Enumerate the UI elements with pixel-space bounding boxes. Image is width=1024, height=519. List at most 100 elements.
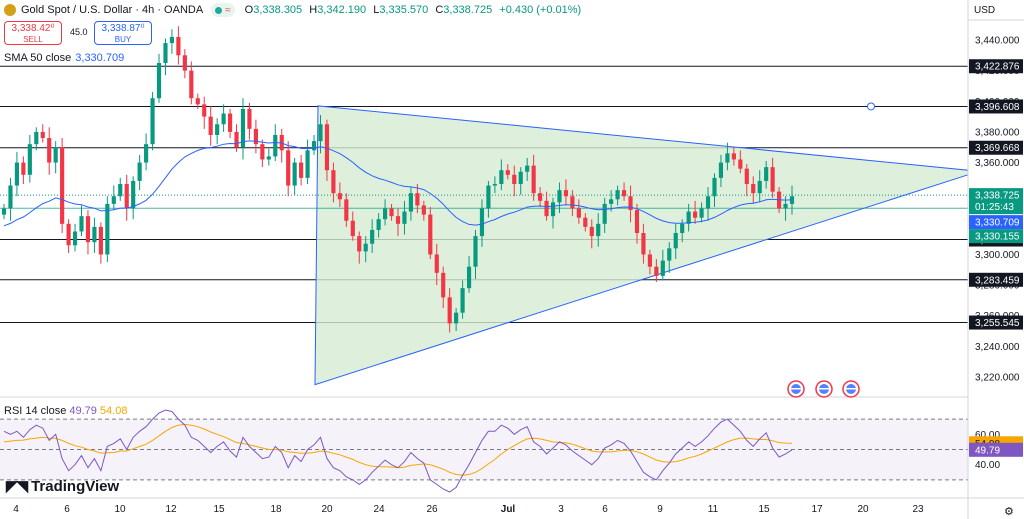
candle-8	[53, 141, 58, 174]
buy-button[interactable]: 3,338.87⁰ BUY	[94, 21, 152, 45]
candle-body	[686, 211, 691, 224]
time-tick-9: Jul	[501, 504, 516, 515]
flag-stripe	[791, 388, 801, 390]
price-axis[interactable]: 3,440.0003,420.0003,400.0003,380.0003,36…	[967, 0, 1024, 519]
price-tick-11: 3,220.000	[975, 373, 1020, 384]
price-tick-4: 3,360.000	[975, 158, 1020, 169]
candle-body	[421, 205, 426, 215]
candle-body	[641, 233, 646, 255]
candle-76	[492, 176, 497, 194]
candle-80	[518, 167, 523, 195]
event-flags[interactable]	[787, 380, 860, 398]
sma-tag: 3,330.709	[975, 218, 1020, 229]
candle-114	[738, 150, 743, 174]
candle-body	[621, 190, 627, 197]
symbol-title[interactable]: Gold Spot / U.S. Dollar · 4h · OANDA	[21, 4, 204, 16]
candle-23	[150, 92, 155, 151]
candle-body	[531, 165, 536, 194]
candle-13	[85, 210, 91, 255]
candle-body	[454, 312, 459, 324]
candle-body	[79, 216, 84, 232]
candle-14	[92, 217, 97, 253]
price-tick-10: 3,240.000	[975, 342, 1020, 353]
candle-body	[34, 131, 39, 145]
candle-body	[337, 193, 342, 200]
candle-111	[718, 154, 724, 188]
candle-body	[693, 211, 698, 218]
candle-77	[499, 159, 504, 191]
candle-body	[163, 43, 168, 63]
candle-body	[350, 220, 355, 237]
candle-body	[518, 171, 523, 184]
candle-50	[324, 119, 330, 181]
time-axis[interactable]: 4 6 10 12 15 18 20 24 26 Jul 3 6 9 11 15 17 20 23	[0, 497, 1024, 515]
candle-34	[221, 104, 226, 132]
price-tick-7: 3,300.000	[975, 250, 1020, 261]
candle-body	[589, 226, 594, 237]
drawing-handle[interactable]	[867, 102, 875, 111]
candle-117	[757, 170, 762, 203]
time-tick-11: 6	[602, 504, 608, 515]
candle-103	[667, 242, 672, 273]
candle-33	[215, 118, 220, 145]
candle-81	[525, 157, 530, 181]
candle-body	[609, 199, 614, 204]
currency-selector[interactable]: USD	[974, 5, 996, 16]
rsi-line	[3, 409, 793, 493]
candle-65	[421, 200, 426, 221]
candle-71	[460, 280, 465, 319]
time-tick-12: 9	[657, 504, 663, 515]
candle-body	[434, 254, 439, 273]
candle-28	[182, 49, 187, 79]
candle-body	[363, 243, 368, 252]
candle-body	[92, 226, 97, 243]
candle-body	[699, 208, 704, 218]
candle-body	[660, 260, 665, 276]
candle-body	[189, 70, 194, 99]
candle-78	[505, 164, 510, 180]
candle-24	[156, 53, 162, 103]
candle-body	[299, 162, 304, 178]
time-tick-7: 24	[373, 504, 385, 515]
candle-body	[492, 183, 497, 186]
candle-59	[382, 199, 388, 226]
candle-body	[124, 183, 129, 209]
candle-108	[699, 202, 704, 223]
rsi-legend[interactable]: RSI 14 close 49.79 54.08	[4, 405, 128, 417]
candle-4	[27, 134, 32, 183]
candle-body	[292, 162, 297, 186]
candle-body	[60, 147, 65, 224]
candle-101	[654, 259, 659, 283]
candle-98	[634, 203, 640, 244]
sell-button[interactable]: 3,338.42⁰ SELL	[4, 21, 62, 45]
candle-body	[466, 266, 472, 289]
candle-body	[576, 208, 581, 218]
candle-90	[583, 213, 588, 232]
event-flag-us-1	[815, 380, 833, 398]
candle-body	[402, 211, 407, 224]
candle-body	[596, 223, 601, 237]
tradingview-logo[interactable]: ◤◥ TradingView	[6, 477, 120, 496]
candle-61	[395, 208, 401, 237]
candle-46	[299, 154, 304, 186]
candle-21	[137, 154, 142, 191]
settings-gear-icon[interactable]: ⚙	[1004, 506, 1014, 518]
candle-body	[673, 233, 678, 249]
candle-body	[311, 141, 317, 151]
level-tag-bg-5	[969, 315, 1023, 330]
candle-5	[34, 127, 39, 151]
candle-body	[395, 216, 401, 224]
buy-label: BUY	[114, 35, 132, 44]
candle-body	[253, 128, 258, 145]
sma-legend[interactable]: SMA 50 close 3,330.709	[4, 52, 125, 64]
candle-118	[764, 161, 769, 189]
level-green-tag: 3,330.155	[975, 232, 1020, 243]
market-status-pill[interactable]: ≈	[211, 3, 235, 17]
candle-body	[570, 196, 575, 209]
candle-16	[105, 196, 110, 263]
candle-99	[641, 223, 646, 264]
level-tag-2: 3,369.668	[975, 143, 1020, 154]
current-price-tag: 3,338.725	[975, 191, 1020, 202]
ohlc-readout: O3,338.305 H3,342.190 L3,335.570 C3,338.…	[244, 4, 582, 16]
